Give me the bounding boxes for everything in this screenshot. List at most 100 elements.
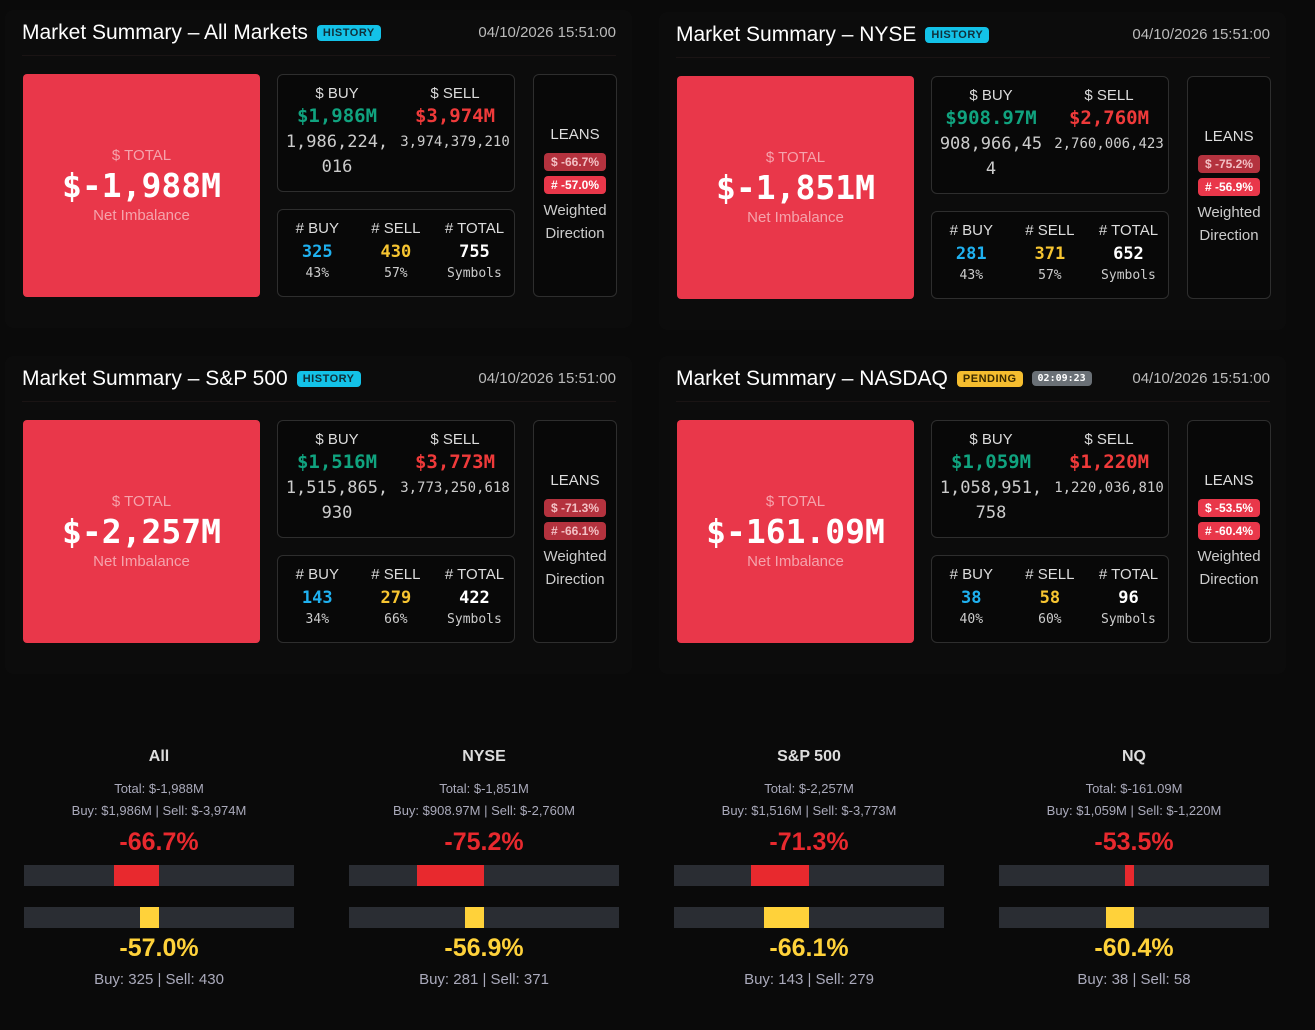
gauge-title: NQ xyxy=(1122,748,1146,765)
count-total: 96 xyxy=(1118,588,1139,608)
leans-box: LEANS $ -66.7% # -57.0% Weighted Directi… xyxy=(533,74,617,297)
gauge-total: Total: $-1,988M xyxy=(114,781,204,796)
gauge-title: S&P 500 xyxy=(777,748,841,765)
dollar-lean-fill xyxy=(1124,865,1134,886)
leans-box: LEANS $ -75.2% # -56.9% Weighted Directi… xyxy=(1187,76,1271,299)
total-value: $-1,988M xyxy=(62,166,221,205)
symbols-label: Symbols xyxy=(1101,612,1156,627)
card-header: Market Summary – S&P 500 HISTORY 04/10/2… xyxy=(22,356,616,402)
count-sell-label: # SELL xyxy=(371,566,421,583)
symbol-count-box: # BUY 325 43% # SELL 430 57% # TOTAL 755… xyxy=(277,209,515,297)
gauge-title: All xyxy=(148,748,170,765)
total-value: $-161.09M xyxy=(706,512,885,551)
count-lean-fill xyxy=(764,907,809,928)
net-imbalance-label: Net Imbalance xyxy=(93,553,190,570)
gauge-total: Total: $-161.09M xyxy=(1085,781,1183,796)
leans-label: LEANS xyxy=(550,126,600,143)
count-buy-label: # BUY xyxy=(949,222,993,239)
separator: | xyxy=(1130,803,1134,818)
net-imbalance-tile: $ TOTAL $-1,851M Net Imbalance xyxy=(677,76,914,299)
sell-raw: 1,220,036,810 xyxy=(1054,480,1164,496)
card-title: Market Summary – NASDAQ xyxy=(676,366,948,390)
gauge-sell: Sell: $-3,773M xyxy=(812,803,897,818)
dollar-buy-sell-box: $ BUY $1,059M 1,058,951,758 $ SELL $1,22… xyxy=(931,420,1169,538)
dollar-lean-pct: -71.3% xyxy=(769,828,849,856)
card-title: Market Summary – S&P 500 xyxy=(22,366,288,390)
gauge-buy: Buy: $1,986M xyxy=(71,803,152,818)
dollar-lean-fill xyxy=(750,865,809,886)
gauge-total: Total: $-2,257M xyxy=(764,781,854,796)
timestamp: 04/10/2026 15:51:00 xyxy=(478,24,616,41)
count-buy: 143 xyxy=(301,588,333,608)
count-total-label: # TOTAL xyxy=(444,566,505,583)
count-lean-badge: # -66.1% xyxy=(543,522,607,540)
count-lean-badge: # -60.4% xyxy=(1197,522,1261,540)
timestamp: 04/10/2026 15:51:00 xyxy=(478,370,616,387)
count-total: 652 xyxy=(1113,244,1144,264)
count-sell-label: # SELL xyxy=(371,220,421,237)
dollar-lean-pct: -53.5% xyxy=(1094,828,1174,856)
separator: | xyxy=(1132,971,1137,988)
count-lean-bar xyxy=(999,907,1269,928)
card-header: Market Summary – All Markets HISTORY 04/… xyxy=(22,10,616,56)
dollar-lean-pct: -66.7% xyxy=(119,828,199,856)
gauge-buy-count: Buy: 143 xyxy=(744,971,804,988)
buy-label: $ BUY xyxy=(969,87,1013,104)
sell-raw: 3,773,250,618 xyxy=(400,480,510,496)
dollar-lean-bar xyxy=(999,865,1269,886)
leans-box: LEANS $ -71.3% # -66.1% Weighted Directi… xyxy=(533,420,617,643)
sell-raw: 2,760,006,423 xyxy=(1054,136,1164,152)
status-badge: PENDING xyxy=(956,370,1023,387)
status-badge: HISTORY xyxy=(925,26,990,43)
count-buy: 38 xyxy=(961,588,982,608)
weighted-label: Weighted xyxy=(1197,548,1261,565)
count-sell: 430 xyxy=(380,242,412,262)
count-total-label: # TOTAL xyxy=(1098,566,1159,583)
buy-value: $1,059M xyxy=(950,451,1032,473)
symbol-count-box: # BUY 281 43% # SELL 371 57% # TOTAL 652… xyxy=(931,211,1169,299)
gauge-buy-count: Buy: 325 xyxy=(94,971,154,988)
separator: | xyxy=(157,971,162,988)
weighted-label: Weighted xyxy=(543,548,607,565)
status-badge: HISTORY xyxy=(296,370,361,387)
sell-value: $1,220M xyxy=(1068,451,1150,473)
total-value: $-2,257M xyxy=(62,512,221,551)
net-imbalance-label: Net Imbalance xyxy=(93,207,190,224)
separator: | xyxy=(482,971,487,988)
direction-label: Direction xyxy=(1199,571,1259,588)
card-title: Market Summary – NYSE xyxy=(676,22,917,46)
sell-value: $3,773M xyxy=(414,451,496,473)
count-total-label: # TOTAL xyxy=(444,220,505,237)
count-lean-pct: -66.1% xyxy=(769,934,849,962)
timestamp: 04/10/2026 15:51:00 xyxy=(1132,26,1270,43)
separator: | xyxy=(155,803,159,818)
count-sell-label: # SELL xyxy=(1025,566,1075,583)
separator: | xyxy=(484,803,488,818)
dollar-buy-sell-box: $ BUY $908.97M 908,966,454 $ SELL $2,760… xyxy=(931,76,1169,194)
dollar-buy-sell-box: $ BUY $1,516M 1,515,865,930 $ SELL $3,77… xyxy=(277,420,515,538)
market-summary-card: Market Summary – NASDAQ PENDING 02:09:23… xyxy=(659,356,1286,674)
buy-pct: 43% xyxy=(959,268,984,283)
count-lean-badge: # -57.0% xyxy=(543,176,607,194)
buy-raw: 1,986,224,016 xyxy=(285,132,389,177)
dollar-lean-badge: $ -75.2% xyxy=(1197,155,1261,173)
total-label: $ TOTAL xyxy=(765,493,826,510)
count-total: 422 xyxy=(459,588,490,608)
symbols-label: Symbols xyxy=(447,612,502,627)
count-lean-fill xyxy=(140,907,159,928)
buy-pct: 40% xyxy=(959,612,984,627)
weighted-label: Weighted xyxy=(543,202,607,219)
dollar-lean-badge: $ -53.5% xyxy=(1197,499,1261,517)
countdown-timer: 02:09:23 xyxy=(1031,371,1092,386)
sell-label: $ SELL xyxy=(1084,431,1134,448)
sell-label: $ SELL xyxy=(430,85,480,102)
sell-value: $3,974M xyxy=(414,105,496,127)
dollar-lean-pct: -75.2% xyxy=(444,828,524,856)
card-header: Market Summary – NYSE HISTORY 04/10/2026… xyxy=(676,12,1270,58)
dollar-lean-bar xyxy=(349,865,619,886)
net-imbalance-label: Net Imbalance xyxy=(747,553,844,570)
market-gauge: S&P 500 Total: $-2,257M Buy: $1,516M | S… xyxy=(674,748,944,988)
dollar-buy-sell-box: $ BUY $1,986M 1,986,224,016 $ SELL $3,97… xyxy=(277,74,515,192)
total-label: $ TOTAL xyxy=(111,493,172,510)
buy-value: $1,516M xyxy=(296,451,378,473)
